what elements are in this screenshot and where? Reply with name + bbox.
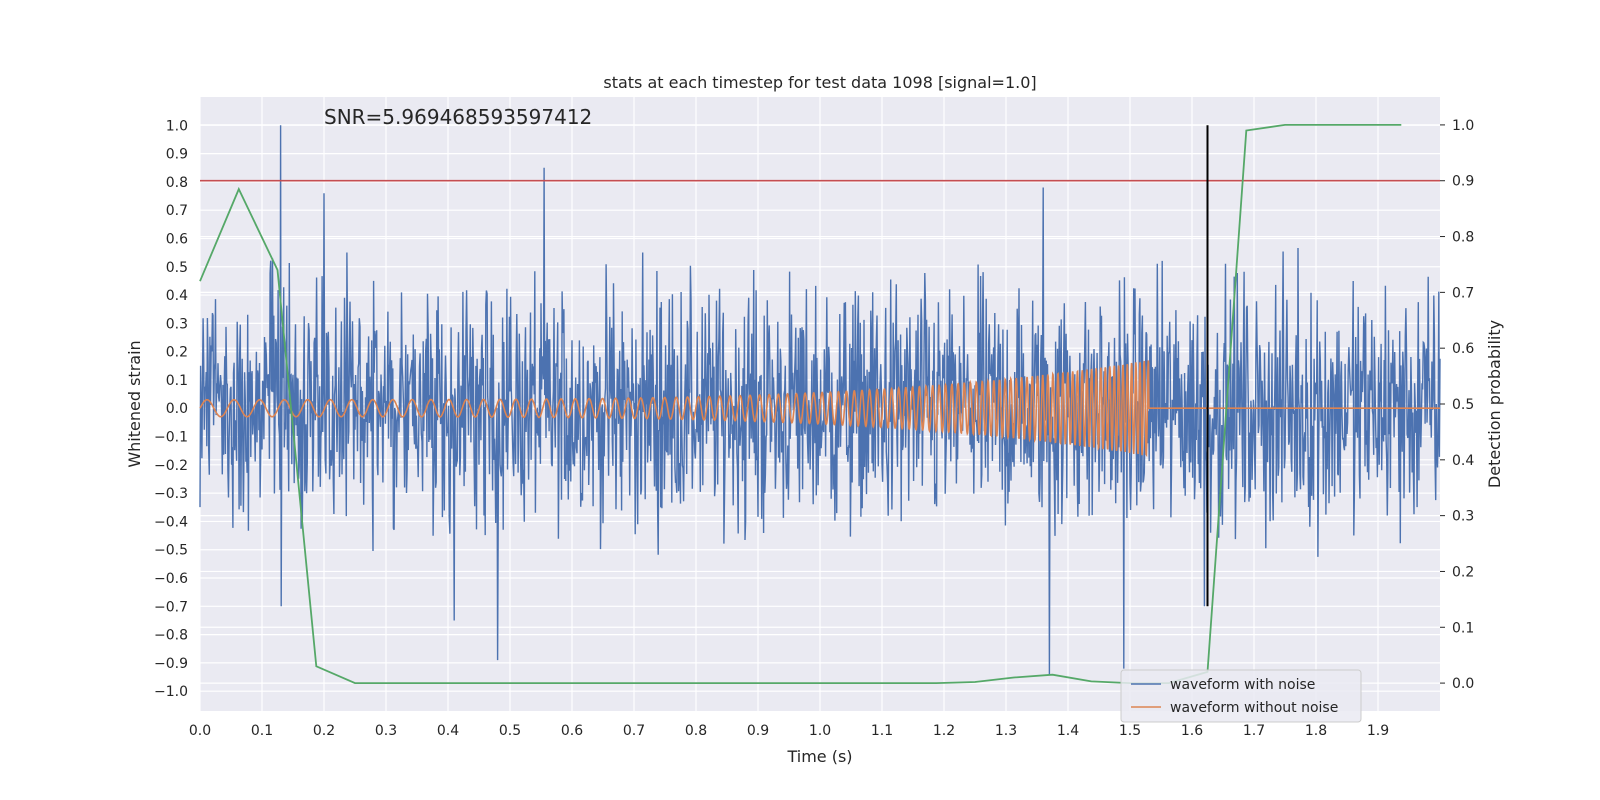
series-line-waveform-with-noise: [199, 125, 1441, 675]
y-tick-label: 0.9: [166, 147, 188, 163]
y-tick-label: 0.2: [166, 345, 188, 361]
y-tick-label: 0.4: [166, 288, 188, 304]
y-tick-label: 0.3: [166, 316, 188, 332]
x-tick-label: 0.4: [437, 723, 459, 739]
x-axis-label: Time (s): [786, 747, 852, 766]
y2-tick-label: 0.3: [1452, 509, 1474, 525]
x-tick-label: 1.2: [933, 723, 955, 739]
x-tick-label: 1.4: [1057, 723, 1079, 739]
x-tick-label: 1.5: [1119, 723, 1141, 739]
snr-annotation: SNR=5.969468593597412: [324, 105, 592, 129]
y-tick-label: −0.7: [154, 599, 188, 615]
x-tick-label: 0.2: [313, 723, 335, 739]
y2-tick-label: 0.9: [1452, 174, 1474, 190]
x-tick-label: 0.1: [251, 723, 273, 739]
y2-tick-label: 1.0: [1452, 118, 1474, 134]
x-tick-label: 1.1: [871, 723, 893, 739]
x-tick-label: 1.6: [1181, 723, 1203, 739]
x-tick-label: 1.3: [995, 723, 1017, 739]
legend-box: [1120, 669, 1362, 723]
y-tick-label: −0.9: [154, 656, 188, 672]
x-tick-label: 0.3: [375, 723, 397, 739]
y-axis-label: Whitened strain: [125, 340, 144, 467]
y2-tick-label: 0.7: [1452, 285, 1474, 301]
chart-title: stats at each timestep for test data 109…: [603, 73, 1036, 92]
y2-tick-label: 0.2: [1452, 564, 1474, 580]
y-tick-labels: 1.0 0.9 0.8 0.7 0.6 0.5 0.4 0.3 0.2 0.1 0.0 −0.1 −0.…: [154, 118, 188, 700]
y-tick-label: −1.0: [154, 684, 188, 700]
y-tick-label: 0.5: [166, 260, 188, 276]
series-line-waveform-without-noise: [199, 360, 1440, 458]
y-tick-label: 0.8: [166, 175, 188, 191]
y2-tick-label: 0.8: [1452, 230, 1474, 246]
x-tick-labels: 0.0 0.1 0.2 0.3 0.4 0.5 0.6 0.7 0.8 0.9 1.0 1.1 1.2 1…: [189, 723, 1389, 739]
x-tick-label: 0.9: [747, 723, 769, 739]
x-tick-label: 0.5: [499, 723, 521, 739]
y2-axis-label: Detection probability: [1485, 320, 1504, 488]
x-tick-label: 1.9: [1367, 723, 1389, 739]
y2-tick-label: 0.4: [1452, 453, 1474, 469]
y2-tick-labels: 1.0 0.9 0.8 0.7 0.6 0.5 0.4 0.3 0.2 0.1 0.0: [1440, 118, 1474, 692]
y-tick-label: −0.3: [154, 486, 188, 502]
y-tick-label: −0.1: [154, 430, 188, 446]
y-tick-label: −0.2: [154, 458, 188, 474]
legend: waveform with noise waveform without noi…: [1120, 669, 1362, 723]
y-tick-label: 1.0: [166, 118, 188, 134]
y-tick-label: 0.1: [166, 373, 188, 389]
y2-tick-label: 0.0: [1452, 676, 1474, 692]
y2-tick-label: 0.1: [1452, 620, 1474, 636]
x-tick-label: 0.6: [561, 723, 583, 739]
legend-label-noise: waveform with noise: [1170, 677, 1315, 693]
y2-tick-label: 0.5: [1452, 397, 1474, 413]
y-tick-label: −0.4: [154, 514, 188, 530]
x-tick-label: 1.7: [1243, 723, 1265, 739]
y-tick-label: −0.8: [154, 628, 188, 644]
x-tick-label: 1.0: [809, 723, 831, 739]
x-tick-label: 1.8: [1305, 723, 1327, 739]
legend-label-clean: waveform without noise: [1170, 700, 1338, 716]
y-tick-label: −0.6: [154, 571, 188, 587]
x-tick-label: 0.8: [685, 723, 707, 739]
y2-tick-label: 0.6: [1452, 341, 1474, 357]
x-tick-label: 0.0: [189, 723, 211, 739]
x-tick-label: 0.7: [623, 723, 645, 739]
y-tick-label: 0.0: [166, 401, 188, 417]
y-tick-label: 0.7: [166, 203, 188, 219]
y-tick-label: 0.6: [166, 231, 188, 247]
y-tick-label: −0.5: [154, 543, 188, 559]
